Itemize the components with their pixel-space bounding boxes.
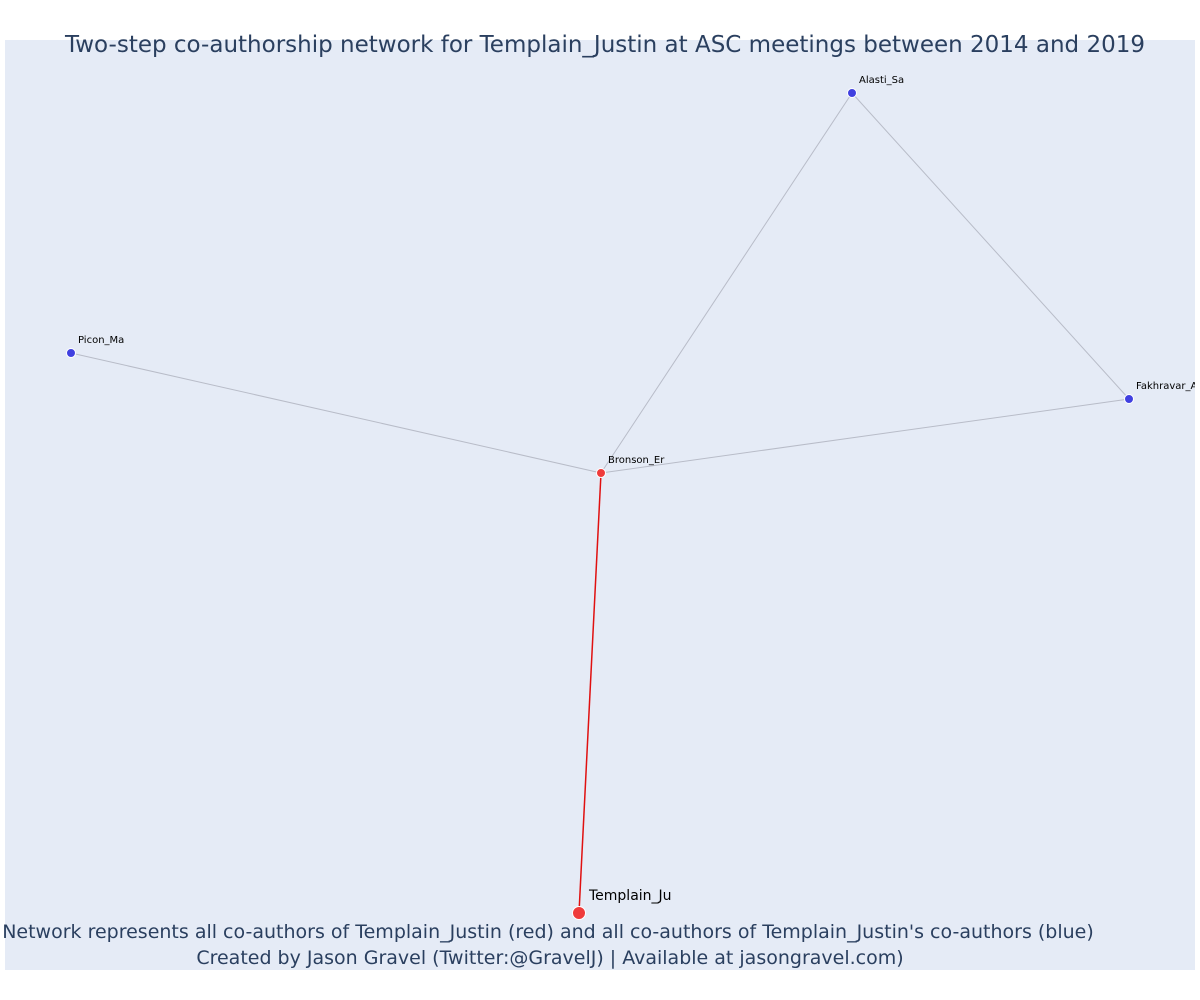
node-alasti_sa[interactable] — [847, 88, 857, 98]
node-label-alasti_sa: Alasti_Sa — [859, 75, 904, 86]
chart-title: Two-step co-authorship network for Templ… — [64, 32, 1145, 58]
edge-alasti_sa-fakhravar_ar — [851, 92, 1130, 400]
edge-templain_ju-bronson_er — [578, 472, 602, 914]
nodes-layer — [66, 88, 1134, 920]
footer-line-2: Created by Jason Gravel (Twitter:@Gravel… — [196, 947, 903, 969]
node-picon_ma[interactable] — [66, 348, 76, 358]
node-label-picon_ma: Picon_Ma — [78, 335, 124, 346]
node-label-bronson_er: Bronson_Er — [608, 455, 665, 466]
footer-line-1: Network represents all co-authors of Tem… — [2, 921, 1094, 943]
edge-bronson_er-picon_ma — [70, 352, 602, 474]
labels-layer: Templain_Ju Bronson_Er Alasti_Sa Picon_Ma Fa… — [78, 75, 1200, 904]
edge-bronson_er-alasti_sa — [600, 92, 853, 474]
node-fakhravar_ar[interactable] — [1124, 394, 1134, 404]
edges-layer — [70, 92, 1130, 914]
node-templain_ju[interactable] — [572, 906, 586, 920]
node-label-templain_ju: Templain_Ju — [588, 888, 672, 904]
node-bronson_er[interactable] — [596, 468, 606, 478]
node-label-fakhravar_ar: Fakhravar_Ar — [1136, 381, 1200, 392]
edge-bronson_er-fakhravar_ar — [600, 398, 1130, 474]
